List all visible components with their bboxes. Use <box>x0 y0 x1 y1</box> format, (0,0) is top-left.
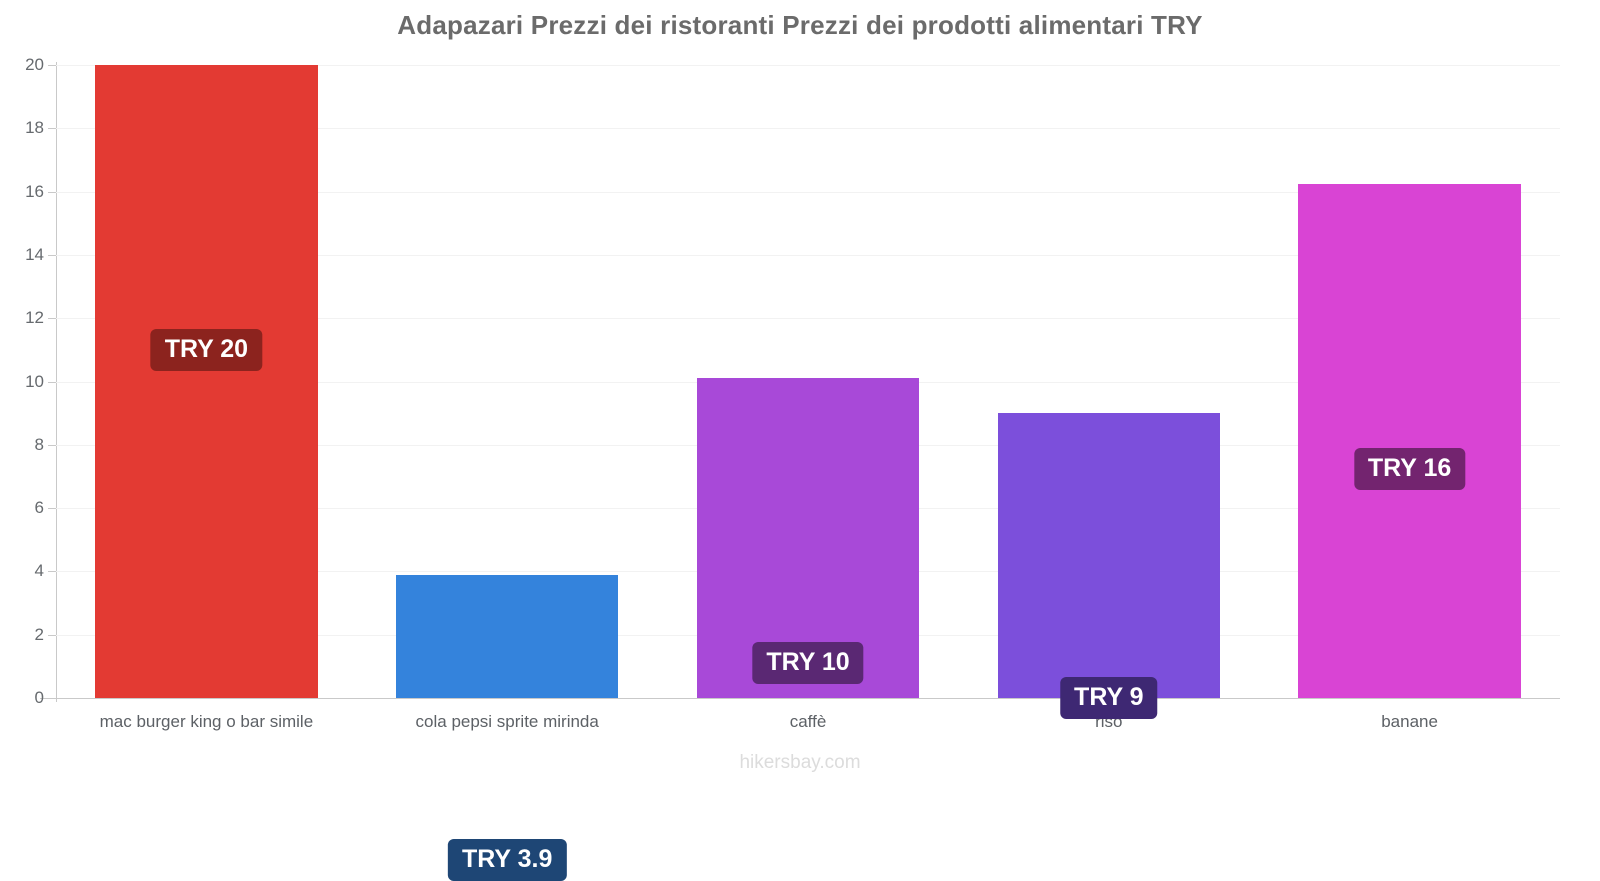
plot-area <box>56 65 1560 698</box>
bar-value-label: TRY 9 <box>1060 677 1158 720</box>
y-tick-mark <box>48 698 57 699</box>
y-axis-tick-label: 2 <box>34 624 44 644</box>
gridline <box>56 65 1560 66</box>
gridline <box>56 254 1560 256</box>
bar[interactable] <box>1298 183 1521 698</box>
y-tick-mark <box>48 634 57 636</box>
bar[interactable] <box>997 413 1221 698</box>
y-tick-mark <box>48 128 57 130</box>
y-axis-tick-label: 6 <box>34 498 44 518</box>
gridline <box>56 318 1560 320</box>
y-axis-tick-label: 16 <box>25 181 44 201</box>
y-tick-mark <box>48 191 57 193</box>
x-axis-tick-label: mac burger king o bar simile <box>99 712 314 731</box>
y-tick-mark <box>48 381 57 383</box>
y-tick-mark <box>48 254 57 256</box>
bar[interactable] <box>395 574 619 698</box>
bar-value-label: TRY 10 <box>752 642 864 685</box>
x-axis-tick-label: banane <box>1381 712 1438 731</box>
y-axis-tick-label: 18 <box>25 118 44 138</box>
y-tick-mark <box>48 318 57 320</box>
y-axis-tick-label: 0 <box>34 688 44 707</box>
y-tick-mark <box>48 444 57 446</box>
y-axis-tick-label: 10 <box>25 371 44 391</box>
bar-value-label: TRY 3.9 <box>448 838 567 881</box>
bar[interactable] <box>95 65 318 698</box>
x-axis-tick-label: caffè <box>789 712 827 731</box>
y-tick-mark <box>48 571 57 573</box>
bar-value-label: TRY 20 <box>150 329 263 371</box>
bar-value-label: TRY 16 <box>1353 447 1466 490</box>
y-tick-mark <box>48 65 57 66</box>
watermark: hikersbay.com <box>739 752 861 773</box>
bar-chart: Adapazari Prezzi dei ristoranti Prezzi d… <box>25 10 1560 881</box>
y-axis-tick-label: 20 <box>25 55 44 74</box>
x-axis-line <box>40 698 1560 699</box>
gridline <box>56 128 1560 130</box>
gridline <box>56 191 1560 193</box>
page-title: Adapazari Prezzi dei ristoranti Prezzi d… <box>397 10 1203 40</box>
y-tick-mark <box>48 508 57 510</box>
y-axis-tick-label: 14 <box>25 244 44 264</box>
x-axis-tick-label: cola pepsi sprite mirinda <box>415 712 599 731</box>
y-axis-tick-label: 8 <box>34 434 44 454</box>
y-axis-tick-label: 4 <box>34 561 44 581</box>
y-axis-tick-label: 12 <box>25 308 44 328</box>
